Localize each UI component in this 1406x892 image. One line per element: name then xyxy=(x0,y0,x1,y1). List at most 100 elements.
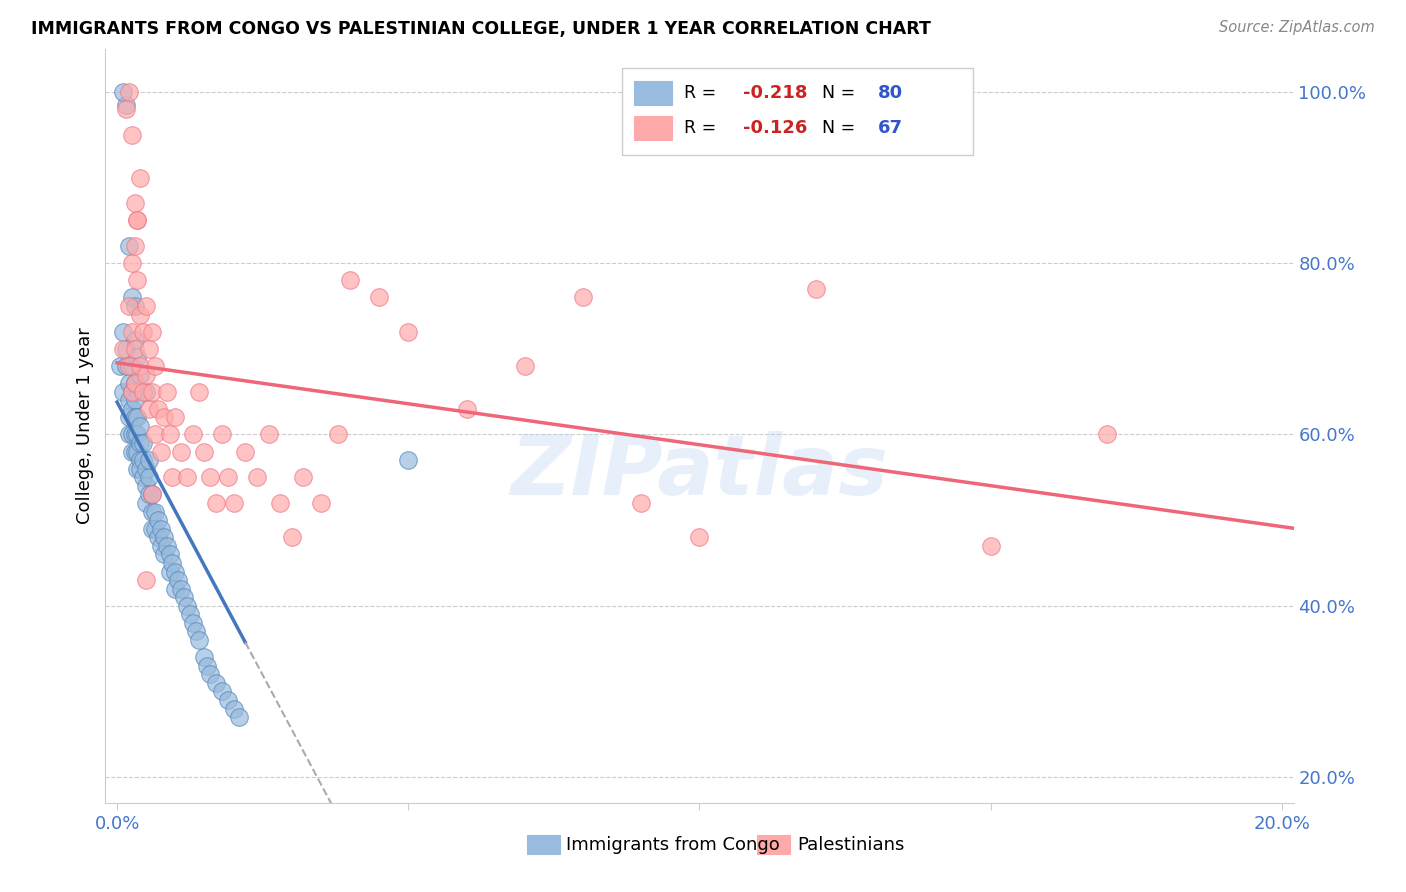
Point xyxy=(143,359,166,373)
Point xyxy=(162,556,184,570)
Point xyxy=(193,650,215,665)
Point xyxy=(118,239,141,253)
Point xyxy=(292,470,315,484)
Point xyxy=(108,359,131,373)
Point xyxy=(141,505,163,519)
Point xyxy=(205,676,228,690)
Point xyxy=(114,102,136,116)
Point xyxy=(124,376,146,390)
Point xyxy=(159,565,181,579)
Point xyxy=(980,539,1002,553)
Point xyxy=(124,196,146,211)
Point xyxy=(187,384,209,399)
Point xyxy=(138,487,160,501)
Point xyxy=(149,539,172,553)
Point xyxy=(200,667,222,681)
Point xyxy=(195,658,218,673)
Point xyxy=(132,384,155,399)
Text: R =: R = xyxy=(685,84,721,102)
Point xyxy=(121,401,143,416)
Point xyxy=(146,530,169,544)
Point xyxy=(124,299,146,313)
Point xyxy=(804,282,827,296)
Point xyxy=(135,384,157,399)
Point xyxy=(132,470,155,484)
Point xyxy=(121,384,143,399)
Text: Immigrants from Congo: Immigrants from Congo xyxy=(567,836,780,854)
Point xyxy=(179,607,201,622)
Point xyxy=(124,333,146,347)
Point xyxy=(170,444,193,458)
Point xyxy=(146,401,169,416)
Point xyxy=(141,325,163,339)
Point xyxy=(233,444,256,458)
Point xyxy=(165,565,187,579)
Text: ZIPatlas: ZIPatlas xyxy=(510,431,889,512)
Point xyxy=(118,359,141,373)
Point xyxy=(121,444,143,458)
Point xyxy=(159,427,181,442)
Point xyxy=(211,684,233,698)
Point xyxy=(129,359,152,373)
Point xyxy=(135,368,157,382)
Point xyxy=(111,325,134,339)
Point xyxy=(118,427,141,442)
Point xyxy=(328,427,350,442)
Text: 80: 80 xyxy=(877,84,903,102)
Point xyxy=(222,701,245,715)
Point xyxy=(129,419,152,434)
Point xyxy=(159,548,181,562)
Point xyxy=(138,401,160,416)
Point xyxy=(111,384,134,399)
Point xyxy=(176,599,198,613)
Point xyxy=(165,582,187,596)
Point xyxy=(141,384,163,399)
Point xyxy=(121,427,143,442)
Point xyxy=(167,573,190,587)
Point xyxy=(162,470,184,484)
Point xyxy=(396,325,419,339)
Point xyxy=(155,539,177,553)
Point xyxy=(143,505,166,519)
Point xyxy=(152,530,174,544)
Point xyxy=(135,496,157,510)
Point xyxy=(129,436,152,450)
Point xyxy=(127,273,149,287)
Point xyxy=(170,582,193,596)
FancyBboxPatch shape xyxy=(623,68,973,154)
Point xyxy=(124,444,146,458)
Point xyxy=(184,624,207,639)
Point xyxy=(124,376,146,390)
Point xyxy=(118,299,141,313)
Point xyxy=(143,522,166,536)
Point xyxy=(135,462,157,476)
Text: -0.218: -0.218 xyxy=(744,84,808,102)
Bar xyxy=(756,835,790,854)
Point xyxy=(149,444,172,458)
Point xyxy=(114,97,136,112)
Point xyxy=(141,487,163,501)
Point xyxy=(124,376,146,390)
Point xyxy=(146,513,169,527)
Text: 67: 67 xyxy=(877,120,903,137)
Point xyxy=(187,633,209,648)
Text: N =: N = xyxy=(823,84,860,102)
Point xyxy=(127,444,149,458)
Point xyxy=(121,256,143,270)
Point xyxy=(121,325,143,339)
Point xyxy=(211,427,233,442)
Point xyxy=(132,436,155,450)
Point xyxy=(572,290,595,304)
Point xyxy=(121,384,143,399)
Point xyxy=(246,470,269,484)
Point xyxy=(152,410,174,425)
Text: Palestinians: Palestinians xyxy=(797,836,904,854)
Point xyxy=(114,342,136,356)
Point xyxy=(124,393,146,408)
Point xyxy=(368,290,391,304)
Bar xyxy=(634,80,672,105)
Point xyxy=(132,453,155,467)
Point xyxy=(193,444,215,458)
Point xyxy=(281,530,304,544)
Point xyxy=(269,496,291,510)
